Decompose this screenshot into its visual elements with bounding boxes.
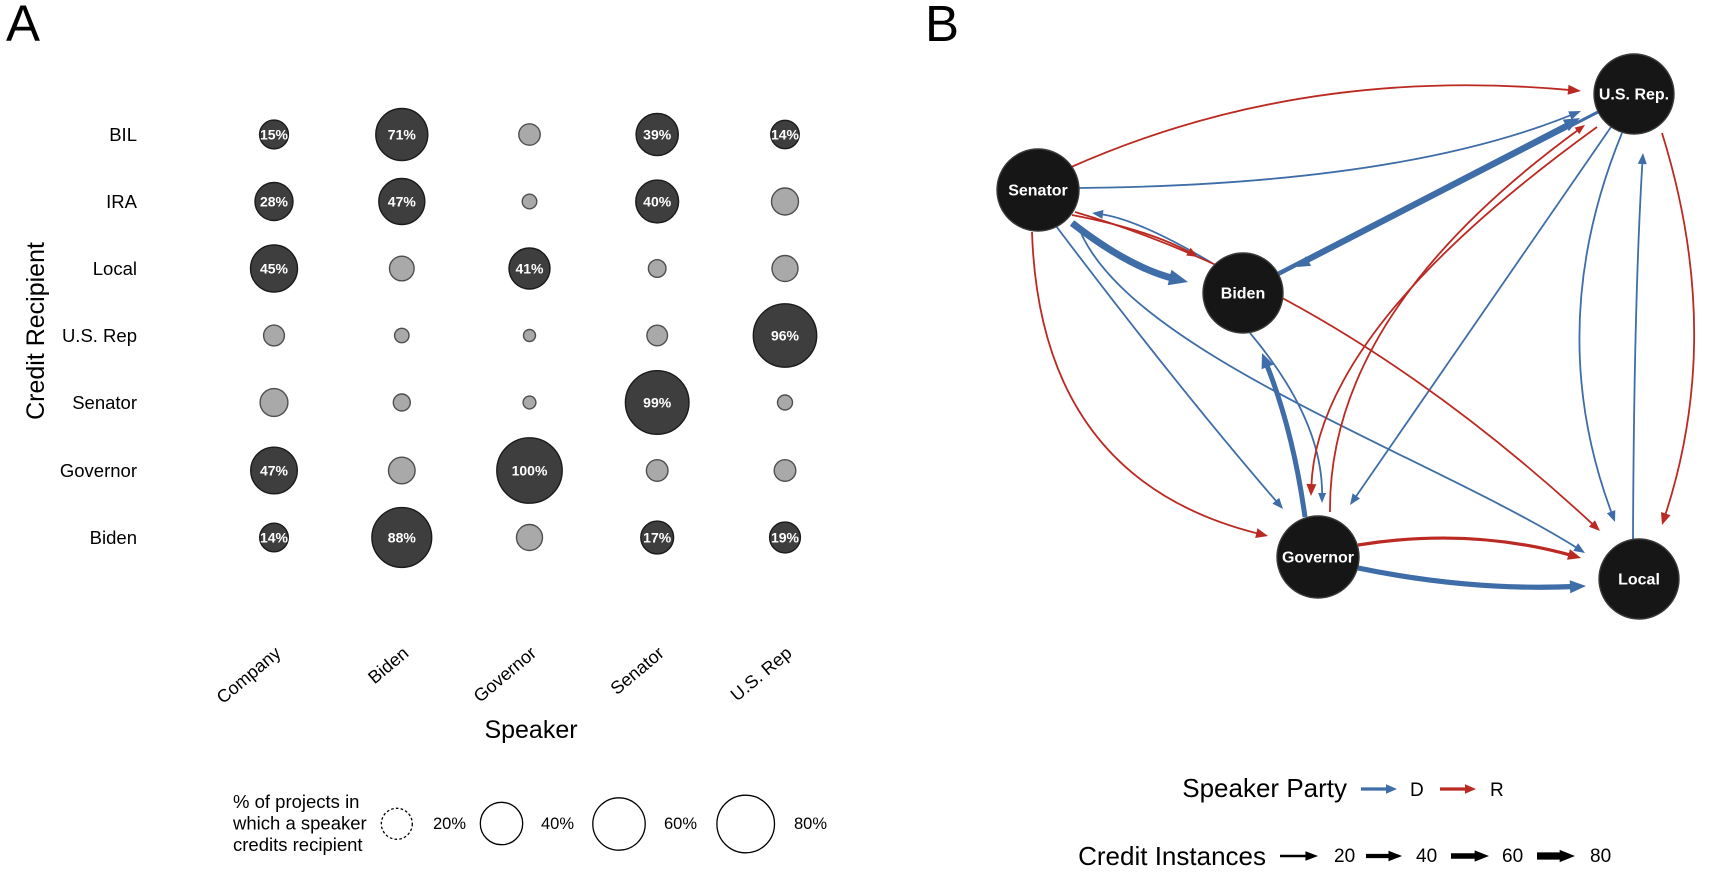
svg-text:71%: 71% <box>388 126 417 142</box>
svg-text:80: 80 <box>1590 846 1611 867</box>
svg-text:% of projects in: % of projects in <box>233 791 359 812</box>
svg-text:which a speaker: which a speaker <box>232 813 367 834</box>
svg-text:Speaker Party: Speaker Party <box>1182 773 1347 803</box>
svg-text:Credit Instances: Credit Instances <box>1078 841 1266 871</box>
svg-text:96%: 96% <box>771 327 800 343</box>
svg-text:Speaker: Speaker <box>484 716 577 744</box>
svg-text:80%: 80% <box>794 815 827 833</box>
svg-text:19%: 19% <box>771 529 800 545</box>
svg-text:Governor: Governor <box>1282 550 1354 567</box>
svg-text:45%: 45% <box>260 260 289 276</box>
svg-text:47%: 47% <box>388 193 417 209</box>
svg-text:41%: 41% <box>515 260 544 276</box>
svg-text:28%: 28% <box>260 193 289 209</box>
svg-text:40%: 40% <box>643 193 672 209</box>
svg-text:20%: 20% <box>433 815 466 833</box>
svg-text:17%: 17% <box>643 529 672 545</box>
svg-text:B: B <box>925 0 959 52</box>
svg-text:100%: 100% <box>512 462 548 478</box>
svg-text:IRA: IRA <box>106 191 138 212</box>
svg-text:14%: 14% <box>771 126 800 142</box>
svg-text:R: R <box>1490 780 1504 801</box>
svg-text:88%: 88% <box>388 529 417 545</box>
svg-text:15%: 15% <box>260 126 289 142</box>
svg-text:40: 40 <box>1416 846 1437 867</box>
svg-text:BIL: BIL <box>109 124 137 145</box>
svg-text:60: 60 <box>1502 846 1523 867</box>
svg-text:U.S. Rep.: U.S. Rep. <box>1599 87 1669 104</box>
svg-text:credits recipient: credits recipient <box>233 834 363 855</box>
svg-text:39%: 39% <box>643 126 672 142</box>
svg-text:14%: 14% <box>260 529 289 545</box>
svg-text:Biden: Biden <box>90 527 137 548</box>
svg-text:D: D <box>1410 780 1424 801</box>
svg-text:Biden: Biden <box>1221 286 1265 303</box>
svg-text:Local: Local <box>1618 572 1660 589</box>
svg-text:Senator: Senator <box>1008 183 1068 200</box>
svg-text:20: 20 <box>1334 846 1355 867</box>
svg-text:Local: Local <box>93 258 137 279</box>
svg-text:Credit Recipient: Credit Recipient <box>22 242 50 420</box>
svg-text:Senator: Senator <box>72 392 137 413</box>
svg-text:99%: 99% <box>643 394 672 410</box>
svg-text:40%: 40% <box>541 815 574 833</box>
svg-text:U.S. Rep: U.S. Rep <box>62 325 137 346</box>
svg-text:Governor: Governor <box>60 460 137 481</box>
svg-text:60%: 60% <box>664 815 697 833</box>
svg-text:A: A <box>6 0 40 52</box>
svg-text:47%: 47% <box>260 462 289 478</box>
